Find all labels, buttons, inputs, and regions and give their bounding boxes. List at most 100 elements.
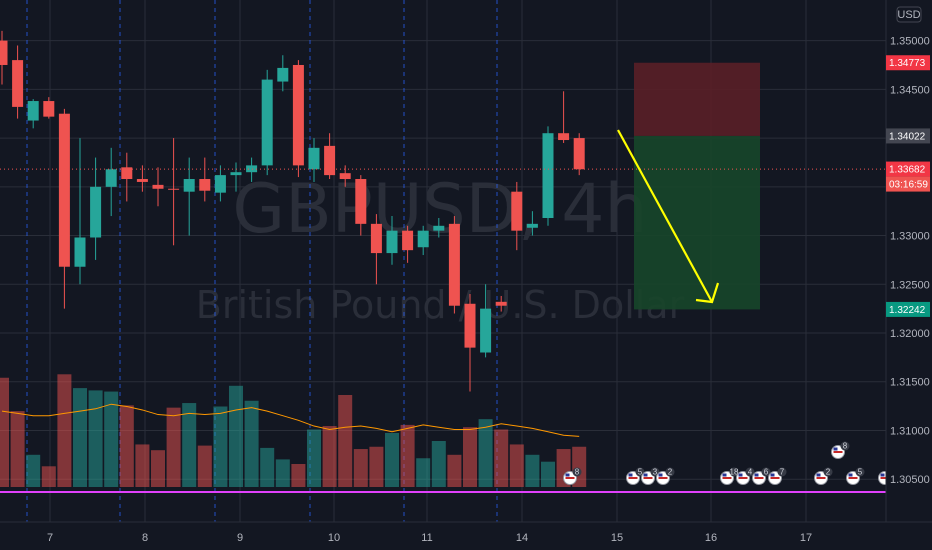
volume-bar-up — [104, 391, 119, 487]
candle-bull — [183, 157, 195, 236]
flag-canton — [722, 473, 727, 477]
candle-bear — [448, 216, 460, 314]
time-axis[interactable]: 7 8 9 10 11 14 15 16 17 — [0, 521, 932, 550]
price-tag — [886, 161, 930, 177]
candle-bear — [168, 138, 180, 246]
countdown-label: 03:16:59 — [889, 180, 928, 191]
candle-body — [105, 169, 117, 187]
volume-bar-down — [353, 449, 368, 487]
price-tag-label: 1.32242 — [889, 305, 926, 316]
candle-bear — [12, 45, 24, 119]
candle-body — [573, 138, 585, 170]
candle-bull — [261, 69, 273, 176]
candle-body — [246, 165, 258, 173]
volume-bar-up — [229, 385, 243, 487]
event-count-badge — [745, 467, 755, 477]
candle-body — [43, 101, 55, 117]
volume-bar-up — [541, 461, 555, 487]
candle-body — [433, 225, 445, 231]
event-count-label: 8 — [575, 468, 580, 477]
flag-stripe — [643, 477, 653, 479]
candle-body — [448, 223, 460, 306]
event-flag-icon: 4 — [736, 467, 755, 485]
candle-bear — [339, 165, 351, 187]
candle-body — [214, 175, 226, 193]
candle-body — [402, 230, 414, 251]
flag-canton — [833, 447, 838, 451]
volume-bar-down — [119, 405, 134, 487]
price-axis[interactable]: USD1.350001.345001.340001.335001.330001.… — [885, 0, 932, 530]
short-position-tool[interactable] — [634, 62, 760, 310]
volume-bar-down — [151, 450, 165, 487]
price-tick-label: 1.34500 — [890, 84, 930, 96]
symbol-watermark: GBPUSD, 4h — [232, 170, 647, 249]
volume-bar-down — [369, 446, 384, 487]
candle-body — [495, 301, 507, 306]
candle-bull — [542, 126, 554, 226]
time-axis-bg — [0, 522, 932, 550]
candle-bull — [308, 138, 320, 182]
candle-body — [324, 145, 336, 176]
event-flag-icon: 3 — [641, 467, 660, 485]
event-count-label: 3 — [653, 468, 658, 477]
candle-bull — [417, 225, 429, 256]
candle-bear — [573, 133, 585, 176]
volume-bar-down — [494, 429, 509, 487]
event-count-badge — [855, 467, 865, 477]
candle-bear — [558, 91, 570, 143]
flag-canton — [738, 473, 743, 477]
event-flag-icon: 8 — [831, 441, 850, 459]
event-count-badge — [729, 467, 739, 477]
flag-canton — [643, 473, 648, 477]
volume-bar-up — [244, 400, 259, 487]
price-tag-label: 1.34022 — [889, 131, 926, 142]
candle-body — [558, 133, 570, 141]
candle-bull — [246, 157, 258, 182]
trend-arrow[interactable] — [617, 129, 720, 304]
volume-bar-up — [213, 406, 228, 487]
candles — [0, 30, 886, 392]
volume-bar-up — [88, 390, 103, 487]
candle-bear — [402, 225, 414, 263]
event-flag-icon: 5 — [846, 467, 865, 485]
time-tick-label: 7 — [47, 532, 53, 544]
candle-body — [0, 40, 8, 65]
event-count-label: 6 — [764, 468, 769, 477]
time-tick-label: 8 — [142, 532, 148, 544]
flag-canton — [770, 473, 775, 477]
volume-bar-up — [73, 388, 87, 487]
volume-bar-down — [322, 426, 337, 487]
candle-bear — [136, 165, 148, 192]
economic-events[interactable]: 8532184672857 — [563, 441, 897, 485]
candle-body — [370, 223, 382, 254]
candle-body — [199, 179, 211, 191]
flag-canton — [628, 473, 633, 477]
volume-bar-up — [275, 459, 290, 487]
price-tick-label: 1.33000 — [890, 231, 930, 243]
candle-bull — [277, 55, 289, 92]
time-tick-label: 16 — [705, 532, 717, 544]
flag-stripe — [880, 477, 890, 479]
candle-body — [121, 167, 133, 180]
flag-canton — [880, 473, 885, 477]
currency-label: USD — [897, 9, 920, 21]
candle-body — [277, 67, 289, 82]
candle-body — [168, 188, 180, 190]
flag-stripe — [833, 451, 843, 453]
volume-ma-line — [1, 403, 580, 437]
candle-bear — [324, 133, 336, 180]
flag-stripe — [770, 477, 780, 479]
candle-bear — [121, 152, 133, 202]
candle-bear — [58, 108, 70, 309]
candle-body — [152, 184, 164, 189]
event-count-badge — [840, 441, 850, 451]
time-tick-label: 15 — [611, 532, 623, 544]
volume-pane — [0, 374, 886, 493]
event-flag-icon: 7 — [768, 467, 787, 485]
arrow-shaft — [617, 129, 713, 303]
take-profit-zone — [634, 135, 760, 310]
event-flag-icon: 8 — [563, 467, 582, 485]
volume-bar-up — [431, 441, 446, 487]
event-count-badge — [777, 467, 787, 477]
